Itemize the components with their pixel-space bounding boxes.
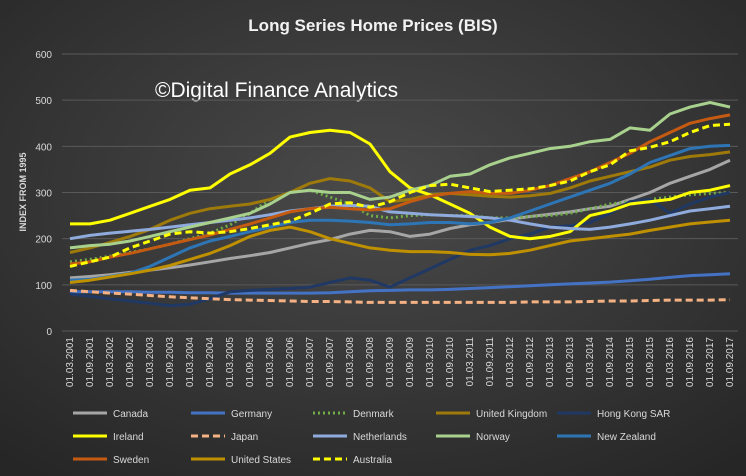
legend-label: Canada (113, 409, 148, 420)
y-tick-label: 300 (35, 189, 52, 200)
x-tick-label: 01.03.2008 (345, 337, 356, 387)
x-tick-label: 01.03.2015 (625, 337, 636, 387)
x-tick-label: 01.03.2013 (545, 337, 556, 387)
x-tick-label: 01.03.2017 (705, 337, 716, 387)
legend-label: United States (231, 455, 291, 466)
series-line (70, 128, 731, 241)
y-tick-label: 600 (35, 50, 52, 61)
x-tick-label: 01.09.2006 (285, 337, 296, 387)
x-tick-label: 01.03.2007 (305, 337, 316, 387)
x-tick-label: 01.09.2007 (325, 337, 336, 387)
legend-label: Japan (231, 432, 258, 443)
x-tick-label: 01.09.2001 (85, 337, 96, 387)
legend-label: Norway (476, 432, 510, 443)
series-line (69, 150, 731, 254)
chart-title: Long Series Home Prices (BIS) (248, 16, 497, 35)
x-tick-label: 01.09.2015 (645, 337, 656, 387)
x-tick-label: 01.03.2005 (225, 337, 236, 387)
legend-label: Sweden (113, 455, 149, 466)
x-tick-label: 01.09.2008 (365, 337, 376, 387)
legend-label: Germany (231, 409, 272, 420)
x-tick-label: 01.03.2014 (585, 337, 596, 387)
x-tick-label: 01.09.2014 (605, 337, 616, 387)
series-line (69, 101, 731, 250)
x-tick-label: 01.03.2004 (185, 337, 196, 387)
x-tick-label: 01.09.2004 (205, 337, 216, 387)
x-tick-label: 01.09.2003 (165, 337, 176, 387)
x-tick-label: 01.09.2017 (725, 337, 736, 387)
x-tick-label: 01.09.2005 (245, 337, 256, 387)
x-tick-label: 01.03.2012 (505, 337, 516, 387)
x-tick-label: 01.03.2009 (385, 337, 396, 387)
x-tick-label: 01.09.2011 (485, 337, 496, 387)
series-line (69, 218, 731, 284)
y-tick-label: 100 (35, 281, 52, 292)
series-line (69, 113, 731, 266)
watermark: ©Digital Finance Analytics (155, 79, 398, 102)
legend-label: United Kingdom (476, 409, 547, 420)
x-tick-label: 01.03.2011 (465, 337, 476, 387)
x-tick-label: 01.03.2016 (665, 337, 676, 387)
x-tick-label: 01.09.2002 (125, 337, 136, 387)
series-line (69, 203, 731, 241)
series-line (69, 143, 731, 282)
legend-label: New Zealand (597, 432, 656, 443)
series-line (69, 288, 731, 304)
y-tick-label: 0 (46, 327, 52, 338)
x-tick-label: 01.03.2010 (425, 337, 436, 387)
legend-label: Australia (353, 455, 392, 466)
x-tick-label: 01.03.2006 (265, 337, 276, 387)
x-tick-label: 01.09.2012 (525, 337, 536, 387)
series-line (70, 272, 731, 295)
x-tick-label: 01.03.2002 (105, 337, 116, 387)
legend-label: Denmark (353, 409, 395, 420)
legend-label: Hong Kong SAR (597, 409, 670, 420)
legend-label: Netherlands (353, 432, 407, 443)
series-line (69, 122, 731, 268)
x-tick-label: 01.09.2013 (565, 337, 576, 387)
x-tick-label: 01.09.2010 (445, 337, 456, 387)
y-tick-label: 500 (35, 96, 52, 107)
y-tick-label: 400 (35, 142, 52, 153)
x-tick-label: 01.03.2001 (65, 337, 76, 387)
y-tick-label: 200 (35, 235, 52, 246)
x-tick-label: 01.09.2009 (405, 337, 416, 387)
x-tick-label: 01.03.2003 (145, 337, 156, 387)
legend-label: Ireland (113, 432, 144, 443)
y-axis-label: INDEX FROM 1995 (18, 152, 28, 231)
x-tick-label: 01.09.2016 (685, 337, 696, 387)
